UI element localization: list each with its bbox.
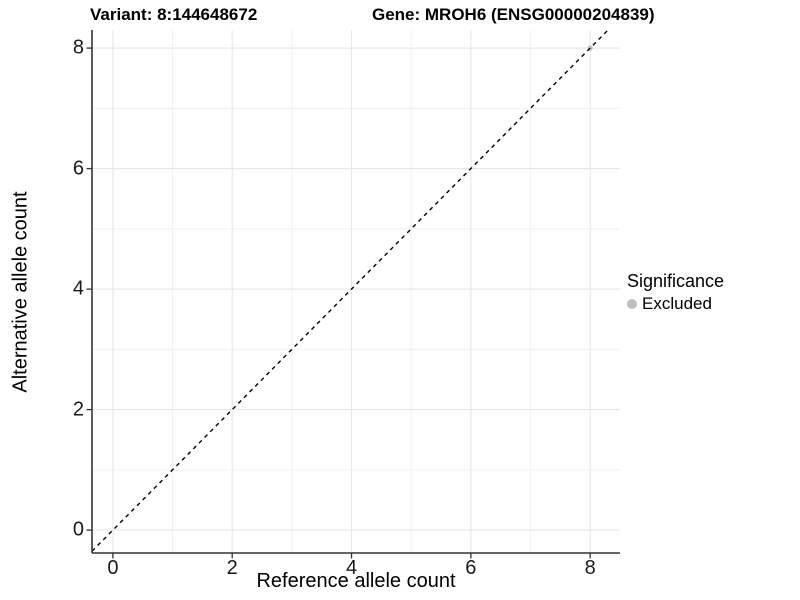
- y-tick-label-2: 2: [72, 398, 84, 421]
- identity-line: [91, 29, 609, 552]
- legend-title: Significance: [627, 271, 725, 291]
- y-tick-label-6: 6: [72, 157, 84, 180]
- x-tick-label-8: 8: [584, 557, 596, 579]
- x-tick-label-4: 4: [345, 557, 358, 579]
- legend-point-icon: [627, 299, 637, 309]
- plot-title-gene: Gene: MROH6 (ENSG00000204839): [372, 5, 655, 24]
- y-tick-label-4: 4: [72, 277, 84, 300]
- y-axis-title: Alternative allele count: [9, 191, 32, 393]
- legend-item-label: Excluded: [642, 294, 712, 313]
- x-tick-label-6: 6: [465, 557, 477, 579]
- x-tick-label-0: 0: [107, 557, 119, 579]
- y-tick-label-8: 8: [72, 36, 84, 59]
- legend: Significance Excluded: [627, 271, 797, 314]
- x-tick-label-2: 2: [226, 557, 238, 579]
- legend-item-excluded: Excluded: [627, 294, 797, 314]
- y-tick-label-0: 0: [72, 518, 84, 541]
- plot-title-variant: Variant: 8:144648672: [90, 5, 258, 24]
- x-axis-title: Reference allele count: [256, 570, 456, 592]
